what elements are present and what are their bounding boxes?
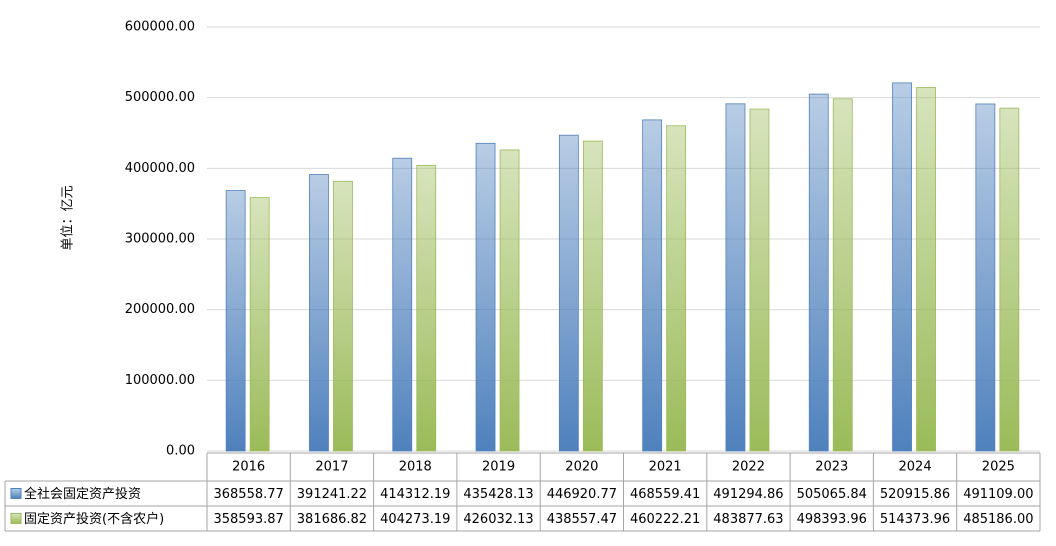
table-value: 368558.77 bbox=[213, 487, 283, 502]
bar bbox=[499, 149, 520, 452]
x-tick-label: 2021 bbox=[649, 460, 682, 475]
x-tick-label: 2020 bbox=[565, 460, 598, 475]
table-value: 446920.77 bbox=[547, 487, 617, 502]
y-tick-label: 0.00 bbox=[166, 444, 195, 459]
y-tick-label: 100000.00 bbox=[125, 373, 195, 388]
table-value: 498393.96 bbox=[797, 512, 867, 527]
table-value: 358593.87 bbox=[213, 512, 283, 527]
bar bbox=[392, 157, 413, 452]
y-tick-label: 500000.00 bbox=[125, 90, 195, 105]
x-tick-label: 2017 bbox=[315, 460, 348, 475]
table-value: 404273.19 bbox=[380, 512, 450, 527]
table-value: 485186.00 bbox=[963, 512, 1033, 527]
y-tick-label: 300000.00 bbox=[125, 232, 195, 247]
table-value: 491294.86 bbox=[713, 487, 783, 502]
table-value: 491109.00 bbox=[963, 487, 1033, 502]
bar bbox=[642, 119, 663, 452]
x-tick-label: 2025 bbox=[982, 460, 1015, 475]
x-tick-label: 2024 bbox=[899, 460, 932, 475]
bar bbox=[475, 142, 496, 452]
table-value: 426032.13 bbox=[463, 512, 533, 527]
legend-label: 全社会固定资产投资 bbox=[24, 486, 141, 502]
bar bbox=[749, 108, 770, 452]
bar bbox=[249, 197, 270, 452]
bar bbox=[916, 87, 936, 452]
bar bbox=[666, 125, 687, 452]
bar bbox=[975, 103, 996, 452]
x-tick-label: 2023 bbox=[815, 460, 848, 475]
table-value: 514373.96 bbox=[880, 512, 950, 527]
bar bbox=[892, 82, 912, 452]
table-value: 520915.86 bbox=[880, 487, 950, 502]
bar bbox=[558, 134, 579, 452]
bar bbox=[808, 93, 829, 452]
table-value: 468559.41 bbox=[630, 487, 700, 502]
bar bbox=[225, 190, 246, 452]
table-value: 435428.13 bbox=[463, 487, 533, 502]
table-value: 414312.19 bbox=[380, 487, 450, 502]
table-value: 505065.84 bbox=[797, 487, 867, 502]
bar bbox=[999, 107, 1020, 452]
bar bbox=[725, 103, 746, 452]
y-tick-label: 600000.00 bbox=[125, 20, 195, 35]
legend-label: 固定资产投资(不含农户) bbox=[24, 511, 164, 527]
y-tick-label: 200000.00 bbox=[125, 302, 195, 317]
table-value: 381686.82 bbox=[297, 512, 367, 527]
x-tick-label: 2016 bbox=[232, 460, 265, 475]
bar bbox=[832, 98, 853, 452]
x-tick-label: 2019 bbox=[482, 460, 515, 475]
bar bbox=[582, 140, 603, 452]
table-value: 483877.63 bbox=[713, 512, 783, 527]
bar bbox=[309, 174, 329, 452]
x-tick-label: 2022 bbox=[732, 460, 765, 475]
table-value: 391241.22 bbox=[297, 487, 367, 502]
table-value: 460222.21 bbox=[630, 512, 700, 527]
x-tick-label: 2018 bbox=[399, 460, 432, 475]
y-tick-label: 400000.00 bbox=[125, 161, 195, 176]
table-value: 438557.47 bbox=[547, 512, 617, 527]
y-axis-label: 单位：亿元 bbox=[61, 185, 76, 250]
bar bbox=[416, 164, 437, 452]
bar bbox=[333, 180, 353, 452]
legend-marker bbox=[10, 513, 22, 524]
legend-marker bbox=[10, 488, 22, 499]
